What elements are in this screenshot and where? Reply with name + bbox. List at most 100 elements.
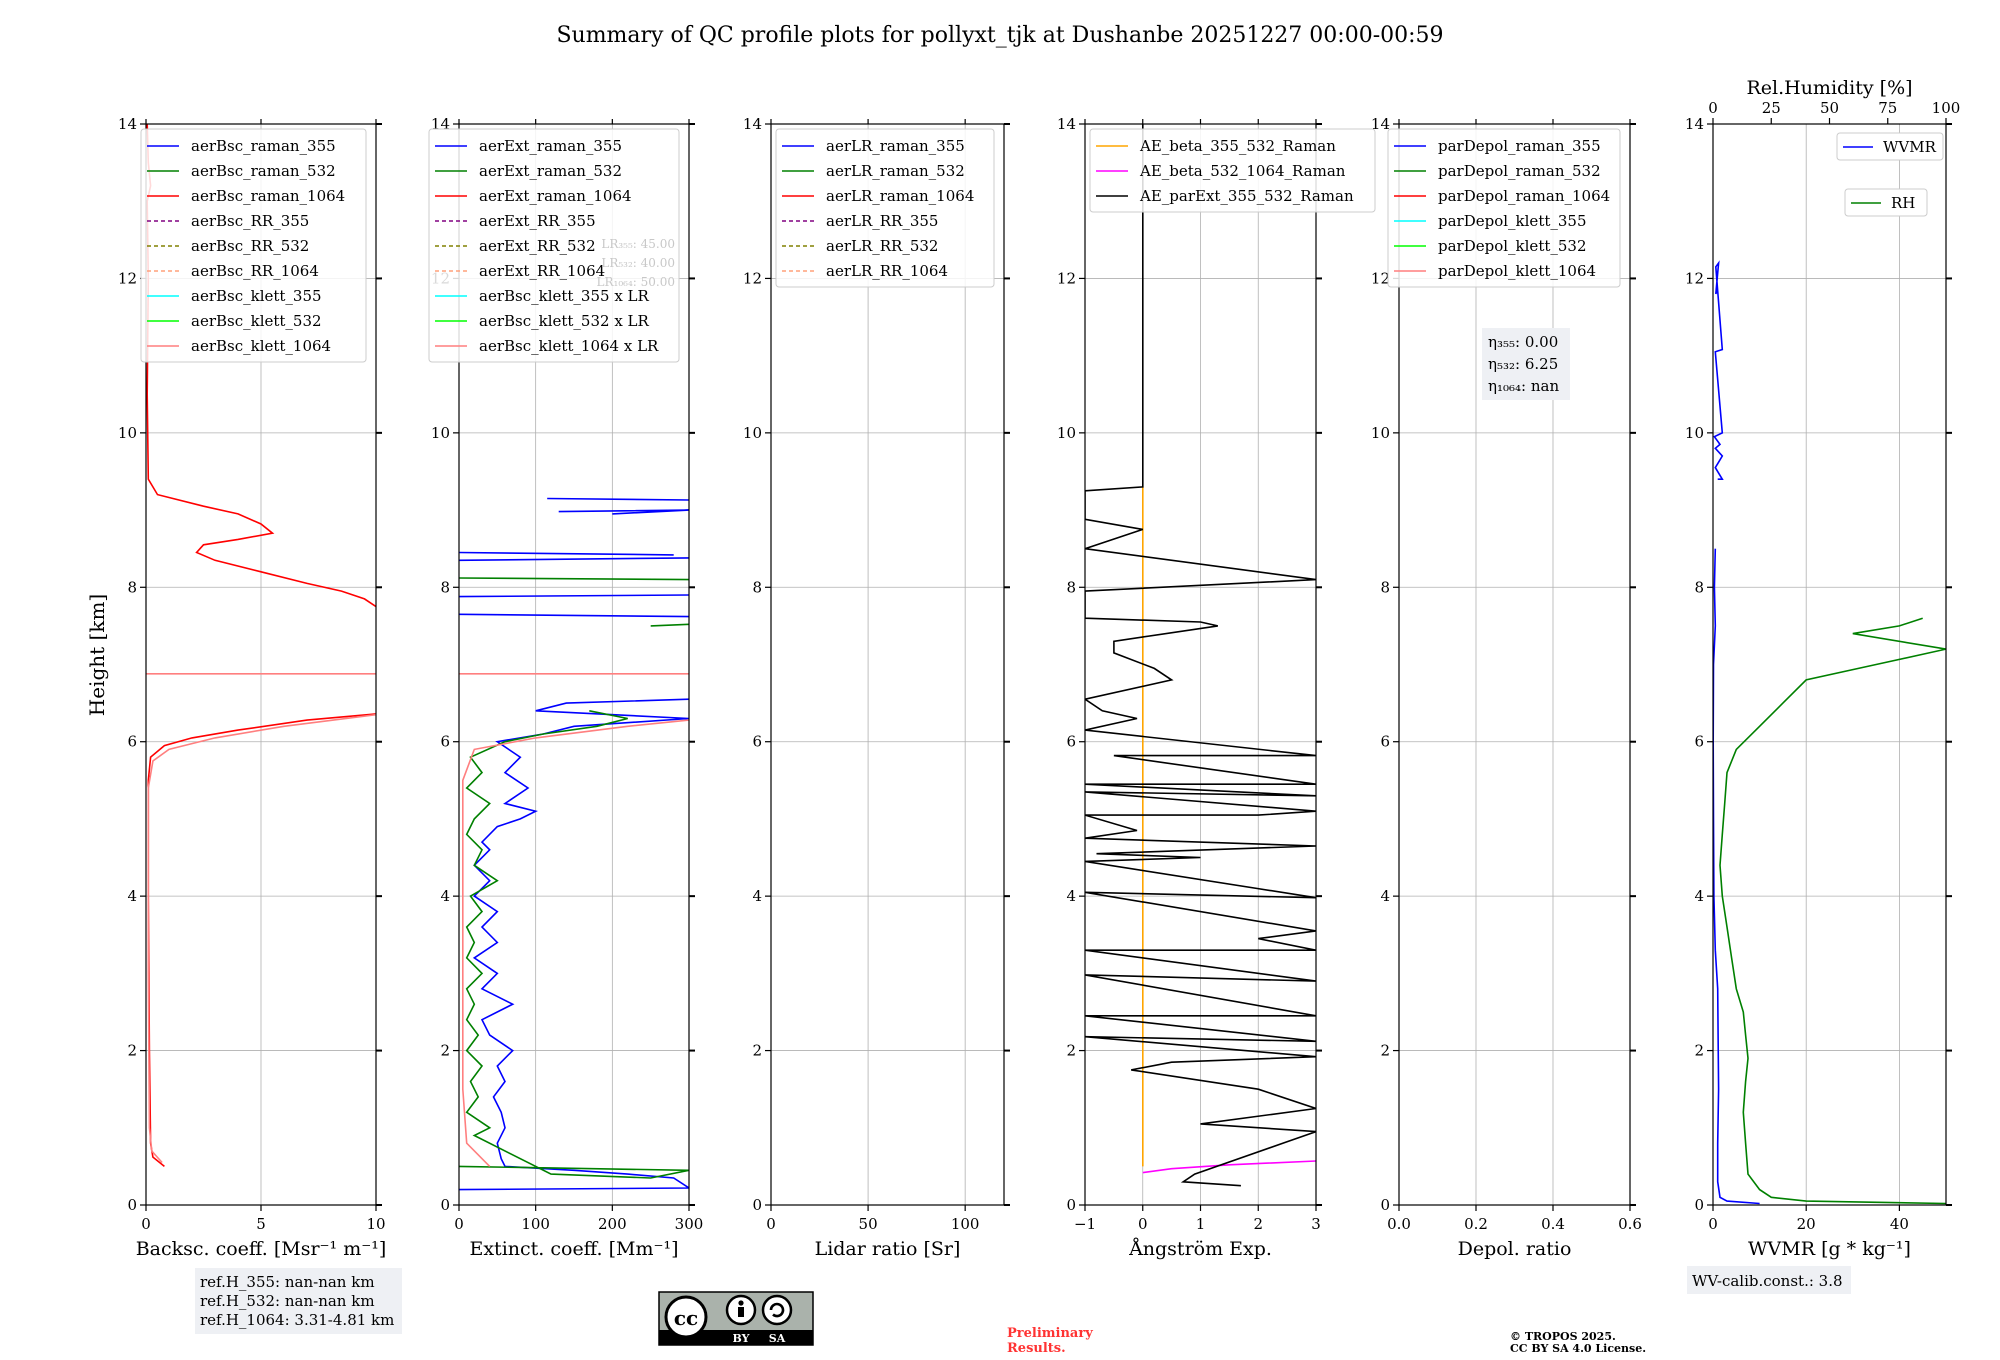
legend-label-WVMR: WVMR [1883,138,1937,156]
bsc-xtick-label: 0 [141,1215,151,1233]
series-aerBsc_klett_1064 [147,713,376,1164]
lr-ytick-label: 14 [743,115,762,133]
lr-xtick-label: 0 [766,1215,776,1233]
lr-legend: aerLR_raman_355 aerLR_raman_532 aerLR_rama… [775,128,995,288]
preliminary-line1: Preliminary [1007,1326,1093,1341]
copyright-line2: CC BY SA 4.0 License. [1510,1342,1646,1355]
depol-ytick-label: 4 [1380,887,1390,905]
legend-label-aerLR_RR_532: aerLR_RR_532 [826,237,938,255]
depol-legend-box [1387,128,1621,288]
wv-xlabel: WVMR [g * kg⁻¹] [1748,1238,1911,1260]
lr-ytick-label: 0 [752,1196,762,1214]
preliminary-line2: Results. [1007,1341,1066,1356]
copyright-line1: © TROPOS 2025. [1510,1330,1616,1343]
legend-label-parDepol_klett_532: parDepol_klett_532 [1438,237,1587,255]
depol-xtick-label: 0.2 [1464,1215,1488,1233]
cc-license-badge: cc BY SA [658,1291,814,1346]
wv-legend-box [1844,188,1928,217]
wv-legend: WVMR RH [1836,132,1944,217]
lr-legend-box [775,128,995,288]
lr-label-1: LR₅₃₂: 40.00 [601,256,675,270]
legend-label-aerExt_RR_1064: aerExt_RR_1064 [479,262,605,280]
cc-by-label: BY [733,1332,750,1345]
wv-series-group [1713,260,1946,1205]
ext-xtick-label: 0 [454,1215,464,1233]
bsc-ytick-label: 10 [118,424,137,442]
wv-calib-box: WV-calib.const.: 3.8 [1687,1266,1851,1294]
legend-label-AE_parExt_355_532_Raman: AE_parExt_355_532_Raman [1139,187,1354,205]
legend-label-aerBsc_klett_1064 x LR: aerBsc_klett_1064 x LR [479,337,659,355]
legend-label-aerExt_raman_1064: aerExt_raman_1064 [479,187,632,205]
legend-label-aerBsc_RR_355: aerBsc_RR_355 [191,212,309,230]
wv-axes-frame [1712,123,1947,1206]
wv-ytick-label: 10 [1685,424,1704,442]
bsc-xlabel: Backsc. coeff. [Msr⁻¹ m⁻¹] [136,1238,387,1260]
legend-label-aerBsc_raman_532: aerBsc_raman_532 [191,162,336,180]
eta-1064: η₁₀₆₄: nan [1488,377,1559,395]
bsc-xtick-label: 5 [256,1215,266,1233]
legend-label-aerBsc_RR_532: aerBsc_RR_532 [191,237,309,255]
wv-calib-text: WV-calib.const.: 3.8 [1692,1272,1843,1290]
sa-icon [761,1294,793,1326]
legend-label-aerExt_RR_532: aerExt_RR_532 [479,237,596,255]
lr-ytick-label: 4 [752,887,762,905]
wv-xtick-label: 20 [1797,1215,1816,1233]
depol-xlabel: Depol. ratio [1458,1238,1572,1260]
ae-ytick-label: 10 [1057,424,1076,442]
series-aerExt_raman_355 [459,698,689,1191]
series-aerBsc_klett_1064_x_LR [461,719,689,1167]
ae-xtick-label: 1 [1196,1215,1206,1233]
legend-label-parDepol_raman_532: parDepol_raman_532 [1438,162,1601,180]
ae-legend: AE_beta_355_532_Raman AE_beta_532_1064_Ra… [1089,128,1376,213]
wv-x2tick-label: 0 [1708,99,1718,117]
series-AE_beta_532_1064_Raman [1142,1160,1316,1174]
legend-label-aerLR_raman_355: aerLR_raman_355 [826,137,965,155]
bsc-ytick-label: 8 [127,578,137,596]
ext-ytick-label: 0 [440,1196,450,1214]
series-AE_parExt_355_532_Raman [1085,124,1316,1187]
lr-xtick-label: 50 [859,1215,878,1233]
series-aerExt_raman_355_c [459,594,689,598]
cc-sa-label: SA [769,1332,786,1345]
legend-label-parDepol_raman_1064: parDepol_raman_1064 [1438,187,1610,205]
bsc-ytick-label: 14 [118,115,137,133]
eta-box-bg [1482,328,1570,400]
wv-x2label: Rel.Humidity [%] [1746,77,1912,99]
depol-ytick-label: 2 [1380,1042,1390,1060]
legend-label-aerBsc_klett_355 x LR: aerBsc_klett_355 x LR [479,287,650,305]
legend-label-aerLR_RR_1064: aerLR_RR_1064 [826,262,948,280]
legend-label-AE_beta_532_1064_Raman: AE_beta_532_1064_Raman [1139,162,1346,180]
ae-ytick-label: 14 [1057,115,1076,133]
ext-ytick-label: 10 [431,424,450,442]
cc-icon-glyph: cc [674,1306,698,1330]
series-aerExt_raman_532_c [650,623,689,627]
legend-label-AE_beta_355_532_Raman: AE_beta_355_532_Raman [1139,137,1336,155]
panel-lr: 0 2 4 6 8 10 12 14 0 50 100 Lidar ratio [Sr] aerLR_r… [743,115,1010,1260]
reference-height-box: ref.H_355: nan-nan km ref.H_532: nan-nan… [195,1268,402,1334]
lr-axes-frame [770,123,1005,1206]
reference-height-box-bg [195,1268,402,1334]
legend-label-parDepol_klett_1064: parDepol_klett_1064 [1438,262,1596,280]
series-aerBsc_raman_1064 [147,713,376,1168]
legend-label-parDepol_raman_355: parDepol_raman_355 [1438,137,1601,155]
eta-532: η₅₃₂: 6.25 [1488,355,1558,373]
legend-label-aerLR_raman_532: aerLR_raman_532 [826,162,965,180]
legend-label-aerExt_raman_355: aerExt_raman_355 [479,137,622,155]
legend-label-aerExt_RR_355: aerExt_RR_355 [479,212,596,230]
ext-axes-frame [458,123,690,1206]
lr-ytick-label: 2 [752,1042,762,1060]
wv-x2tick-label: 75 [1878,99,1897,117]
legend-label-aerBsc_klett_532: aerBsc_klett_532 [191,312,322,330]
ext-xtick-label: 300 [675,1215,704,1233]
ext-ytick-label: 8 [440,578,450,596]
wv-legend-box [1836,132,1944,161]
ae-series-group [1085,124,1316,1187]
wv-ytick-label: 0 [1694,1196,1704,1214]
ext-xtick-label: 200 [598,1215,627,1233]
sa-icon-arrow [769,1302,785,1318]
ae-ytick-label: 6 [1066,733,1076,751]
lr-xlabel: Lidar ratio [Sr] [815,1238,961,1260]
